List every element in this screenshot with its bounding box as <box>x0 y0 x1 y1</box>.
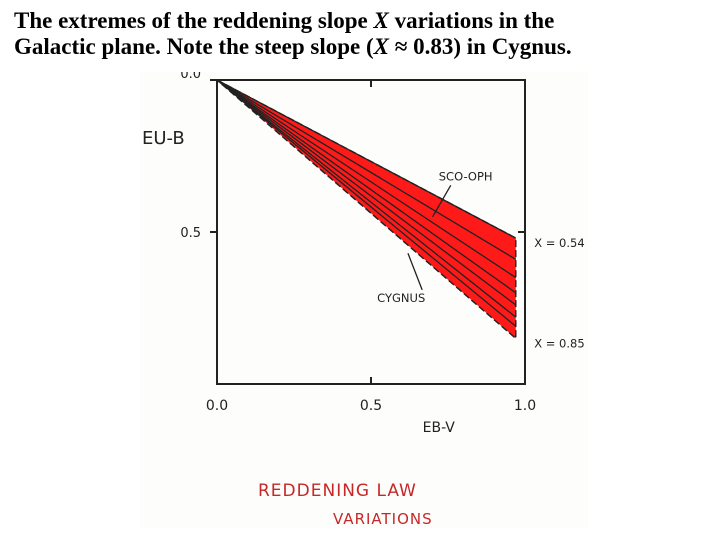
reddening-line-6 <box>216 79 517 318</box>
y-axis-label: EU-B <box>142 128 185 149</box>
reddening-line-2 <box>216 79 517 260</box>
reddening-fan <box>216 79 517 341</box>
reddening-figure: 0.0 0.5 1.0 0.0 0.5 EU-B EB-V SCO-OPH CYGNUS X = … <box>140 72 588 528</box>
annotation-label-3: X = 0.85 <box>534 337 584 351</box>
reddening-chart: 0.0 0.5 1.0 0.0 0.5 EU-B EB-V SCO-OPH CYGNUS X = … <box>142 72 585 528</box>
title-line2-var: X <box>373 34 389 59</box>
caption-line-1: REDDENING LAW <box>258 481 417 501</box>
reddening-line-4 <box>216 79 517 294</box>
title-line1-part1: The extremes of the reddening slope <box>14 8 374 33</box>
y-tick-label-1: 0.5 <box>180 226 201 241</box>
title-line2-part2: ≈ 0.83) in Cygnus. <box>388 34 572 59</box>
x-tick-label-1: 0.5 <box>360 398 382 414</box>
annotation-label-2: X = 0.54 <box>534 236 584 250</box>
title-line1-var: X <box>373 8 389 33</box>
x-tick-label-2: 1.0 <box>514 398 536 414</box>
caption-line-2: VARIATIONS <box>333 510 433 528</box>
annotation-pointer-0 <box>432 184 452 218</box>
x-tick-label-0: 0.0 <box>206 398 228 414</box>
annotation-label-1: CYGNUS <box>377 291 425 305</box>
x-axis-label: EB-V <box>423 420 456 436</box>
reddening-line-1 <box>216 79 517 239</box>
reddening-line-3 <box>216 79 517 279</box>
slide-title: The extremes of the reddening slope X va… <box>14 8 714 60</box>
reddening-line-5 <box>216 79 517 306</box>
reddening-line-7 <box>216 79 517 327</box>
title-line1-part2: variations in the <box>388 8 555 33</box>
y-tick-label-0: 0.0 <box>180 72 201 82</box>
title-line2-part1: Galactic plane. Note the steep slope ( <box>14 34 374 59</box>
annotation-pointer-1 <box>407 253 423 291</box>
annotation-label-0: SCO-OPH <box>439 169 493 183</box>
